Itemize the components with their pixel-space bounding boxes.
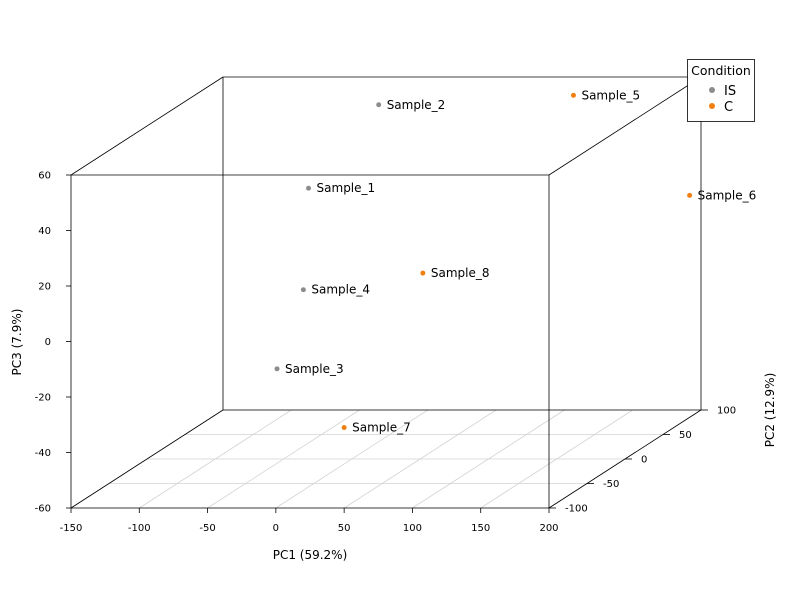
legend-label: C: [724, 100, 733, 115]
legend-marker: [709, 87, 715, 93]
plot-box: [70, 76, 702, 509]
x-tick-label: 150: [471, 523, 490, 534]
x-axis-title: PC1 (59.2%): [273, 548, 348, 562]
y-axis-title: PC2 (12.9%): [763, 373, 777, 448]
data-point-label: Sample_5: [581, 88, 640, 102]
z-tick-label: 0: [45, 337, 51, 348]
x-tick-label: 100: [403, 523, 422, 534]
x-tick-label: 0: [273, 523, 279, 534]
box-edge: [70, 409, 224, 509]
data-point: [274, 365, 280, 372]
z-tick-label: 60: [38, 171, 51, 182]
legend-marker: [709, 103, 715, 109]
z-tick-label: -40: [35, 448, 51, 459]
data-point-label: Sample_2: [387, 98, 446, 112]
data-point: [300, 286, 307, 293]
y-tick-label: 0: [641, 455, 647, 466]
legend-box: [687, 59, 755, 122]
data-points: Sample_1 Sample_2 Sample_3 Sample_4 Sample_5…: [274, 88, 757, 435]
z-tick-label: -60: [35, 504, 51, 515]
legend-label: IS: [724, 84, 736, 99]
x-tick-label: -150: [60, 523, 83, 534]
data-point-label: Sample_4: [311, 283, 370, 297]
data-point: [419, 270, 426, 277]
data-point: [375, 101, 382, 108]
axis-ticks: -150 -100 -50 0 50 100 150 200 -60 -40 -20 0 20 40 60 -…: [35, 171, 736, 535]
z-axis-title: PC3 (7.9%): [10, 309, 24, 376]
x-tick-label: 200: [539, 523, 558, 534]
data-point-label: Sample_6: [698, 188, 757, 202]
data-point: [570, 92, 577, 99]
z-tick-label: 40: [38, 226, 51, 237]
x-tick-label: 50: [338, 523, 351, 534]
box-edge: [548, 76, 702, 176]
x-tick-label: -50: [199, 523, 215, 534]
z-tick-label: 20: [38, 282, 51, 293]
legend: Condition ISC: [687, 59, 755, 122]
y-tick-label: -100: [565, 504, 588, 515]
y-tick-label: 100: [717, 406, 736, 417]
box-edge: [70, 76, 224, 176]
data-point: [305, 185, 312, 192]
data-point-label: Sample_1: [317, 181, 376, 195]
y-tick-label: 50: [679, 430, 692, 441]
legend-title: Condition: [691, 63, 751, 78]
data-point: [341, 424, 348, 431]
y-tick-label: -50: [603, 479, 619, 490]
data-point-label: Sample_3: [285, 362, 344, 376]
data-point: [686, 192, 693, 199]
z-tick-label: -20: [35, 393, 51, 404]
data-point-label: Sample_7: [352, 421, 411, 435]
x-tick-label: -100: [128, 523, 151, 534]
data-point-label: Sample_8: [431, 266, 490, 280]
